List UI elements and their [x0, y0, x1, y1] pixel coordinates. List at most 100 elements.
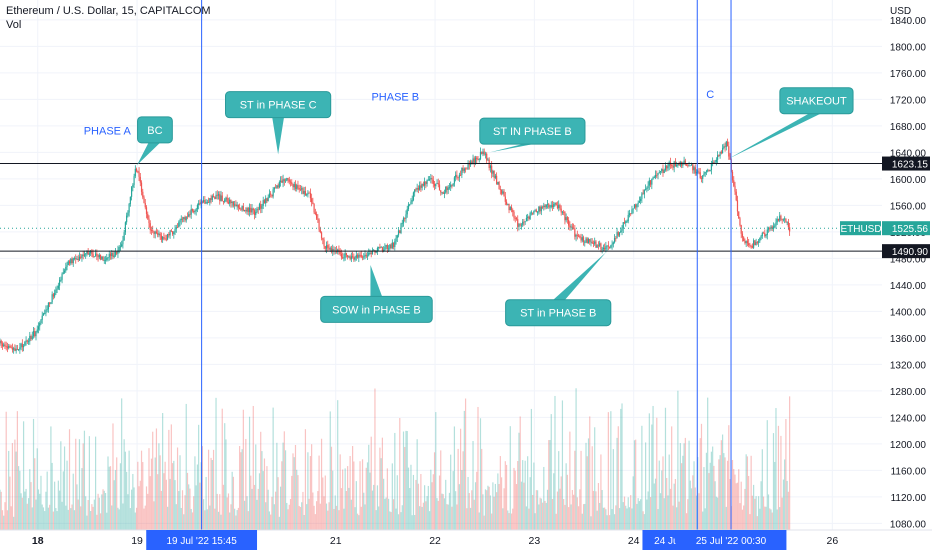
- volume-bar: [679, 443, 681, 530]
- volume-bar: [724, 457, 726, 530]
- price-axis[interactable]: USD 1080.00 1120.00 1160.00 1200.00 1240.00 12…: [840, 0, 932, 550]
- volume-bar: [131, 489, 133, 530]
- volume-bar: [86, 515, 88, 530]
- volume-bar: [606, 515, 608, 530]
- candle-body: [425, 181, 427, 184]
- candle-body: [205, 202, 207, 204]
- time-tick-label: 26: [826, 535, 838, 547]
- candle-body: [658, 172, 660, 173]
- callout-label[interactable]: ST in PHASE B: [520, 308, 596, 320]
- candle-body: [420, 185, 422, 188]
- volume-bar: [198, 424, 200, 530]
- volume-bar: [52, 511, 54, 530]
- volume-bar: [735, 483, 737, 530]
- volume-bar: [525, 506, 528, 530]
- candle-body: [56, 288, 58, 290]
- candle-body: [340, 254, 343, 258]
- candle-body: [174, 228, 176, 233]
- callout-box: [225, 91, 332, 119]
- volume-bar: [224, 423, 226, 530]
- candle-body: [371, 250, 374, 255]
- candle-body: [199, 203, 201, 205]
- volume-bar: [469, 507, 472, 530]
- candle-body: [462, 167, 464, 171]
- volume-bar: [561, 400, 564, 530]
- volume-bar: [664, 407, 667, 530]
- candle-body: [698, 171, 700, 173]
- candle-body: [786, 221, 788, 223]
- candle-body: [279, 180, 282, 182]
- candle-body: [324, 246, 326, 249]
- candle-body: [574, 228, 576, 237]
- volume-bar: [467, 476, 469, 530]
- candle-body: [5, 345, 7, 347]
- volume-bar: [487, 485, 489, 530]
- callout-label[interactable]: ST in PHASE C: [240, 100, 317, 112]
- candle-body: [707, 170, 709, 172]
- candle-body: [196, 204, 199, 210]
- symbol-tag-label: ETHUSD: [840, 224, 881, 235]
- callout-label[interactable]: SHAKEOUT: [786, 96, 847, 108]
- candle-body: [231, 201, 233, 204]
- callout-annotations[interactable]: BC ST in PHASE C ST IN PHASE B SHAKEOUT SOW …: [137, 87, 854, 327]
- candle-body: [400, 223, 402, 234]
- volume-bar: [46, 471, 48, 530]
- candle-body: [517, 219, 519, 227]
- candle-body: [647, 185, 649, 188]
- candle-body: [83, 254, 86, 256]
- phase-label: PHASE A: [84, 125, 132, 137]
- volume-bar: [127, 494, 129, 530]
- candle-body: [165, 238, 167, 240]
- volume-bar: [61, 501, 63, 530]
- callout-box: [479, 117, 586, 145]
- callout-label[interactable]: BC: [147, 125, 162, 137]
- candle-body: [49, 302, 51, 304]
- price-axis-background: [882, 0, 932, 550]
- callout-label[interactable]: SOW in PHASE B: [332, 304, 421, 316]
- volume-bar: [553, 473, 555, 530]
- volume-bar: [645, 442, 647, 530]
- volume-bar: [631, 508, 633, 530]
- candle-body: [599, 243, 601, 246]
- volume-bar: [409, 488, 411, 530]
- volume-bar: [685, 513, 688, 530]
- candle-body: [417, 188, 420, 190]
- candle-body: [684, 160, 686, 165]
- candle-body: [460, 174, 462, 176]
- volume-bar: [621, 403, 623, 530]
- vertical-time-lines[interactable]: [201, 0, 732, 530]
- volume-bar: [400, 512, 402, 530]
- price-tick-label: 1400.00: [890, 307, 927, 318]
- symbol-tag-box: [840, 221, 881, 236]
- candle-body: [694, 167, 696, 174]
- volume-bar: [226, 497, 228, 530]
- candle-body: [431, 177, 433, 180]
- candle-body: [195, 209, 197, 212]
- volume-bar: [286, 502, 288, 530]
- candle-body: [203, 200, 205, 202]
- volume-bar: [304, 429, 307, 530]
- volume-bar: [638, 501, 641, 530]
- volume-bar: [391, 463, 393, 530]
- volume-bar: [421, 506, 423, 530]
- volume-bar: [782, 479, 785, 530]
- candle-body: [590, 241, 592, 243]
- volume-bar: [437, 500, 439, 530]
- candle-body: [689, 165, 691, 167]
- candle-body: [718, 155, 720, 156]
- volume-bar: [328, 502, 330, 530]
- volume-bar: [96, 514, 98, 530]
- volume-bar: [217, 511, 220, 530]
- volume-bar: [180, 507, 182, 530]
- volume-bar: [376, 485, 379, 530]
- horizontal-price-lines[interactable]: [0, 163, 882, 252]
- volume-bar: [122, 503, 124, 530]
- candle-body: [587, 239, 590, 244]
- time-axis[interactable]: 18 19 21 22 23 24 26 19 Jul '22 15:45 24 Jul ' 25…: [0, 529, 932, 550]
- candle-body: [81, 254, 83, 258]
- candle-body: [126, 215, 128, 223]
- candle-body: [466, 168, 468, 170]
- callout-label[interactable]: ST IN PHASE B: [493, 126, 572, 138]
- volume-bar: [528, 508, 530, 530]
